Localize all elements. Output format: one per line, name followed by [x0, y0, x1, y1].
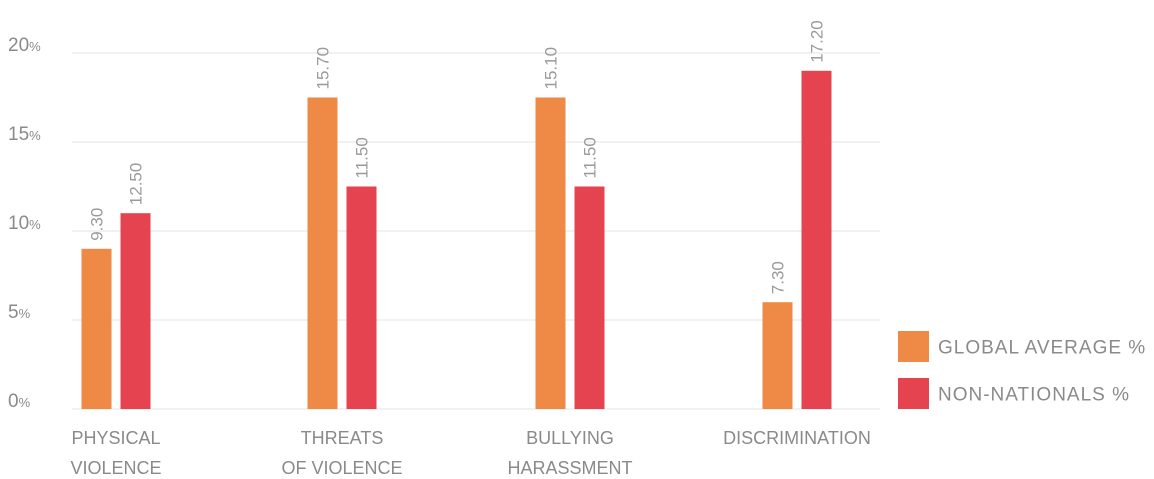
bar-global-average-1: [307, 97, 338, 409]
legend: GLOBAL AVERAGE % NON-NATIONALS %: [898, 331, 1146, 409]
value-labels: 9.30 15.70 15.10 7.30 12.50 11.50 11.50 17.20: [88, 20, 827, 294]
y-tick-value: 20: [8, 35, 29, 56]
value-label: 17.20: [808, 20, 827, 63]
bar-global-average-3: [762, 302, 793, 409]
y-tick-value: 10: [8, 213, 29, 234]
value-label: 12.50: [127, 163, 146, 206]
y-tick-suffix: %: [29, 217, 41, 232]
category-label: HARASSMENT: [507, 458, 632, 478]
y-tick-label: 0%: [8, 391, 31, 412]
bar-non-nationals-3: [801, 70, 832, 410]
bar-global-average-2: [535, 97, 566, 409]
bars: [81, 70, 832, 410]
category-label: OF VIOLENCE: [281, 458, 402, 478]
y-tick-value: 15: [8, 124, 29, 145]
category-label: PHYSICAL: [71, 428, 160, 448]
y-tick-label: 5%: [8, 302, 31, 323]
y-tick-value: 5: [8, 302, 19, 323]
bar-global-average-0: [81, 248, 112, 409]
y-tick-suffix: %: [19, 395, 31, 410]
y-tick-label: 20%: [8, 35, 41, 56]
category-label: BULLYING: [526, 428, 614, 448]
value-label: 9.30: [88, 208, 107, 241]
value-label: 11.50: [353, 137, 372, 178]
legend-label: NON-NATIONALS %: [938, 385, 1130, 406]
y-tick-suffix: %: [29, 39, 41, 54]
bar-non-nationals-2: [574, 186, 605, 409]
value-label: 7.30: [769, 261, 788, 294]
category-label: THREATS: [301, 428, 384, 448]
value-label: 11.50: [581, 137, 600, 178]
category-label: VIOLENCE: [70, 458, 161, 478]
grid-lines: [72, 52, 880, 410]
y-tick-suffix: %: [19, 306, 31, 321]
legend-label: GLOBAL AVERAGE %: [938, 338, 1146, 359]
bar-non-nationals-1: [346, 186, 377, 409]
y-tick-label: 10%: [8, 213, 41, 234]
legend-swatch-non-nationals: [898, 378, 929, 409]
y-tick-label: 15%: [8, 124, 41, 145]
value-label: 15.70: [314, 47, 333, 90]
bar-non-nationals-0: [120, 213, 151, 409]
value-label: 15.10: [542, 47, 561, 90]
y-tick-value: 0: [8, 391, 19, 412]
y-axis-ticks: 0%5%10%15%20%: [8, 35, 41, 412]
y-tick-suffix: %: [29, 128, 41, 143]
category-label: DISCRIMINATION: [723, 428, 871, 448]
category-labels: PHYSICAL VIOLENCE THREATS OF VIOLENCE BULLYI…: [70, 428, 870, 478]
legend-swatch-global-average: [898, 331, 929, 362]
